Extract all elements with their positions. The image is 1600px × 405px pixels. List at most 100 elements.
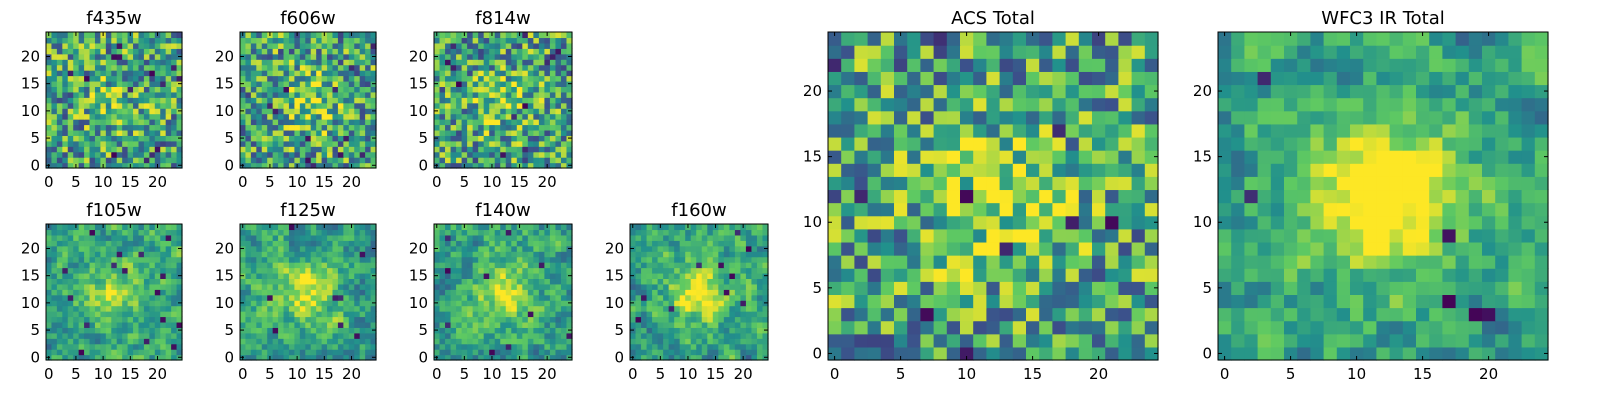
heatmap-cell (155, 338, 161, 344)
heatmap-cell (1079, 334, 1093, 348)
heatmap-cell (311, 70, 317, 76)
heatmap-cell (332, 152, 338, 158)
heatmap-cell (62, 43, 68, 49)
heatmap-cell (144, 81, 150, 87)
heatmap-cell (456, 37, 462, 43)
heatmap-cell (284, 257, 290, 263)
heatmap-cell (511, 70, 517, 76)
heatmap-cell (674, 344, 680, 350)
heatmap-cell (561, 300, 567, 306)
heatmap-cell (251, 257, 257, 263)
heatmap-cell (533, 76, 539, 82)
heatmap-cell (434, 311, 440, 317)
heatmap-cell (555, 37, 561, 43)
heatmap-cell (539, 59, 545, 65)
heatmap-cell (90, 268, 96, 274)
heatmap-cell (511, 278, 517, 284)
heatmap-cell (138, 240, 144, 246)
heatmap-cell (256, 152, 262, 158)
heatmap-cell (316, 300, 322, 306)
heatmap-cell (117, 97, 123, 103)
heatmap-cell (724, 349, 730, 355)
heatmap-cell (451, 152, 457, 158)
heatmap-cell (284, 316, 290, 322)
heatmap-cell (561, 86, 567, 92)
heatmap-cell (144, 224, 150, 230)
heatmap-cell (144, 295, 150, 301)
heatmap-cell (751, 306, 757, 312)
heatmap-cell (100, 114, 106, 120)
heatmap-cell (305, 32, 311, 38)
heatmap-cell (322, 333, 328, 339)
heatmap-cell (1145, 242, 1159, 256)
y-tick-label: 0 (224, 348, 234, 366)
heatmap-cell (62, 92, 68, 98)
heatmap-cell (284, 300, 290, 306)
heatmap-cell (122, 229, 128, 235)
heatmap-cell (445, 327, 451, 333)
heatmap-cell (511, 268, 517, 274)
heatmap-cell (685, 289, 691, 295)
heatmap-cell (322, 316, 328, 322)
heatmap-cell (322, 251, 328, 257)
heatmap-cell (316, 119, 322, 125)
heatmap-cell (528, 349, 534, 355)
heatmap-cell (90, 284, 96, 290)
heatmap-cell (111, 81, 117, 87)
heatmap-cell (100, 70, 106, 76)
heatmap-cell (467, 284, 473, 290)
heatmap-cell (90, 157, 96, 163)
heatmap-cell (84, 284, 90, 290)
heatmap-cell (46, 289, 52, 295)
heatmap-cell (122, 289, 128, 295)
heatmap-cell (322, 157, 328, 163)
heatmap-cell (155, 103, 161, 109)
heatmap-cell (111, 130, 117, 136)
heatmap-cell (51, 135, 57, 141)
heatmap-cell (365, 59, 371, 65)
heatmap-cell (46, 152, 52, 158)
heatmap-cell (751, 229, 757, 235)
heatmap-cell (138, 311, 144, 317)
heatmap-cell (68, 268, 74, 274)
heatmap-cell (685, 322, 691, 328)
heatmap-cell (332, 306, 338, 312)
heatmap-cell (702, 224, 708, 230)
heatmap-cell (300, 119, 306, 125)
heatmap-cell (284, 81, 290, 87)
heatmap-cell (680, 278, 686, 284)
heatmap-cell (284, 119, 290, 125)
heatmap-cell (171, 76, 177, 82)
heatmap-cell (305, 224, 311, 230)
heatmap-cell (522, 224, 528, 230)
heatmap-cell (240, 338, 246, 344)
heatmap-cell (674, 284, 680, 290)
heatmap-cell (144, 146, 150, 152)
heatmap-cell (267, 37, 273, 43)
heatmap-cell (528, 114, 534, 120)
heatmap-cell (1092, 255, 1106, 269)
heatmap-cell (294, 344, 300, 350)
heatmap-cell (332, 224, 338, 230)
heatmap-cell (284, 273, 290, 279)
heatmap-cell (522, 76, 528, 82)
heatmap-cell (51, 108, 57, 114)
heatmap-cell (517, 229, 523, 235)
heatmap-cell (349, 327, 355, 333)
x-tick-label: 20 (342, 365, 361, 383)
heatmap-cell (451, 97, 457, 103)
heatmap-cell (311, 103, 317, 109)
heatmap-cell (484, 344, 490, 350)
heatmap-cell (1066, 229, 1080, 243)
heatmap-cell (451, 300, 457, 306)
heatmap-cell (311, 32, 317, 38)
heatmap-cell (1105, 321, 1119, 335)
heatmap-cell (245, 54, 251, 60)
heatmap-cell (262, 86, 268, 92)
heatmap-cell (854, 334, 868, 348)
heatmap-cell (360, 97, 366, 103)
heatmap-cell (354, 333, 360, 339)
heatmap-cell (68, 70, 74, 76)
heatmap-cell (445, 251, 451, 257)
heatmap-cell (322, 338, 328, 344)
